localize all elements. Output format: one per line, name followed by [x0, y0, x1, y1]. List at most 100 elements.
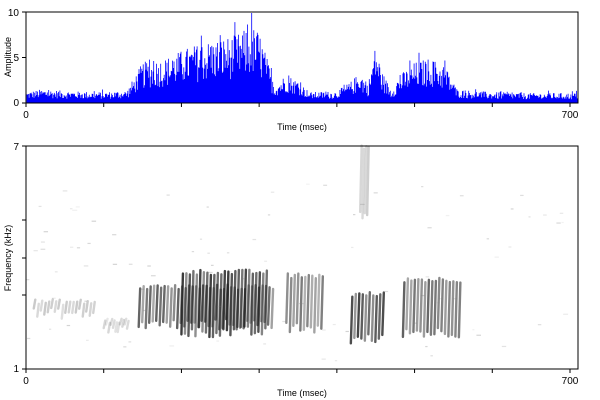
spectrogram-noise-speck: [241, 278, 246, 280]
spectrogram-harmonic-stripe: [288, 276, 293, 334]
spectrogram-harmonic-stripe: [422, 280, 427, 338]
spectrogram-harmonic-stripe: [363, 144, 368, 215]
spectrogram-harmonic-stripe: [60, 303, 65, 320]
spectrogram-harmonic-stripe: [168, 287, 173, 328]
spectrogram-harmonic-stripe: [436, 276, 441, 330]
spectrogram-noise-speck: [150, 275, 156, 277]
spectrogram-noise-speck: [166, 194, 170, 196]
amplitude-x-axis-title: Time (msec): [277, 122, 327, 132]
spectrogram-harmonic-stripe: [85, 300, 89, 313]
spectrogram-noise-speck: [332, 323, 336, 326]
spectrogram-noise-speck: [412, 322, 417, 324]
spectrogram-harmonic-stripe: [175, 287, 180, 330]
spectrogram-noise-speck: [425, 276, 430, 278]
spectrogram-harmonic-stripe: [299, 276, 304, 332]
spectrogram-harmonic-stripe: [53, 300, 58, 313]
spectrogram-harmonic-stripe: [71, 300, 75, 315]
amplitude-x-tick-700: 700: [562, 110, 579, 121]
spectrogram-noise-speck: [123, 346, 127, 348]
spectrogram-noise-speck: [322, 329, 326, 331]
spectrogram-noise-speck: [373, 192, 378, 194]
spectrogram-harmonic-stripe: [450, 280, 455, 337]
spectrogram-harmonic-stripe: [349, 295, 354, 345]
spectrogram-noise-speck: [207, 252, 210, 254]
spectrogram-noise-speck: [559, 212, 564, 214]
spectrogram-noise-speck: [69, 246, 74, 248]
spectrogram-noise-speck: [143, 309, 148, 312]
spectrogram-harmonic-stripe: [67, 300, 72, 314]
spectrogram-harmonic-stripe: [260, 272, 265, 336]
spectrogram-noise-speck: [430, 355, 433, 357]
spectrogram-image: [26, 144, 569, 362]
spectrogram-noise-speck: [472, 329, 475, 331]
spectrogram-harmonic-stripe: [302, 275, 307, 331]
spectrogram-y-axis-title: Frequency (kHz): [3, 225, 13, 292]
spectrogram-noise-speck: [76, 247, 81, 249]
spectrogram-noise-speck: [112, 234, 117, 236]
spectrogram-noise-speck: [230, 271, 233, 273]
spectrogram-harmonic-stripe: [405, 277, 410, 331]
spectrogram-harmonic-stripe: [250, 272, 255, 336]
amplitude-y-tick-0: 0: [13, 98, 19, 109]
spectrogram-noise-speck: [26, 337, 31, 340]
spectrogram-noise-speck: [453, 298, 458, 300]
spectrogram-harmonic-stripe: [183, 272, 188, 335]
spectrogram-harmonic-stripe: [377, 293, 382, 340]
spectrogram-x-ticks: [25, 369, 571, 373]
spectrogram-harmonic-stripe: [222, 269, 227, 331]
spectrogram-noise-speck: [40, 241, 45, 243]
spectrogram-noise-speck: [263, 343, 267, 345]
spectrogram-noise-speck: [323, 184, 328, 186]
spectrogram-harmonic-stripe: [32, 298, 37, 310]
spectrogram-noise-speck: [112, 263, 118, 265]
spectrogram-harmonic-stripe: [232, 269, 237, 331]
amplitude-waveform-trace: [26, 13, 579, 103]
spectrogram-noise-speck: [351, 246, 354, 249]
spectrogram-noise-speck: [75, 206, 80, 208]
spectrogram-harmonic-stripe: [363, 294, 368, 342]
spectrogram-harmonic-stripe: [401, 281, 406, 339]
spectrogram-harmonic-stripe: [356, 292, 361, 338]
spectrogram-noise-speck: [69, 208, 73, 210]
amplitude-y-tick-5: 5: [13, 53, 19, 64]
spectrogram-noise-speck: [207, 271, 213, 274]
spectrogram-harmonic-stripe: [313, 277, 318, 334]
spectrogram-harmonic-stripe: [257, 271, 262, 334]
spectrogram-harmonic-stripe: [358, 144, 363, 214]
spectrogram-harmonic-stripe: [443, 279, 448, 336]
spectrogram-noise-speck: [476, 334, 481, 336]
spectrogram-harmonic-stripe: [92, 300, 96, 315]
spectrogram-harmonic-stripe: [118, 317, 123, 326]
spectrogram-noise-speck: [486, 238, 490, 240]
spectrogram-harmonic-stripe: [43, 301, 47, 316]
spectrogram-noise-speck: [87, 242, 91, 245]
spectrogram-harmonic-stripe: [123, 317, 128, 326]
spectrogram-noise-speck: [334, 360, 338, 362]
spectrogram-y-ticks: [22, 145, 26, 370]
spectrogram-harmonic-stripe: [370, 294, 375, 343]
spectrogram-harmonic-stripe: [454, 280, 459, 338]
spectrogram-harmonic-stripe: [218, 273, 223, 337]
spectrogram-harmonic-stripe: [88, 302, 93, 317]
spectrogram-noise-speck: [508, 246, 512, 248]
spectrogram-noise-speck: [537, 324, 542, 326]
spectrogram-harmonic-stripe: [365, 145, 370, 217]
spectrogram-harmonic-stripe: [408, 279, 413, 335]
spectrogram-harmonic-stripe: [412, 278, 417, 334]
spectrogram-harmonic-stripe: [374, 294, 379, 344]
spectrogram-harmonic-stripe: [187, 273, 192, 338]
spectrogram-noise-speck: [267, 214, 271, 216]
spectrogram-noise-speck: [360, 203, 365, 206]
spectrogram-harmonic-stripe: [64, 300, 68, 314]
spectrogram-harmonic-stripe: [125, 319, 130, 330]
spectrogram-harmonic-stripe: [78, 298, 82, 310]
spectrogram-noise-speck: [494, 256, 499, 258]
spectrogram-harmonic-stripe: [264, 269, 269, 330]
amplitude-y-tick-10: 10: [8, 8, 20, 19]
spectrogram-harmonic-stripe: [266, 286, 271, 326]
spectrogram-harmonic-stripe: [292, 273, 297, 328]
spectrogram-harmonic-stripe: [440, 278, 445, 333]
amplitude-x-tick-0: 0: [23, 110, 29, 121]
spectrogram-noise-speck: [445, 214, 450, 217]
